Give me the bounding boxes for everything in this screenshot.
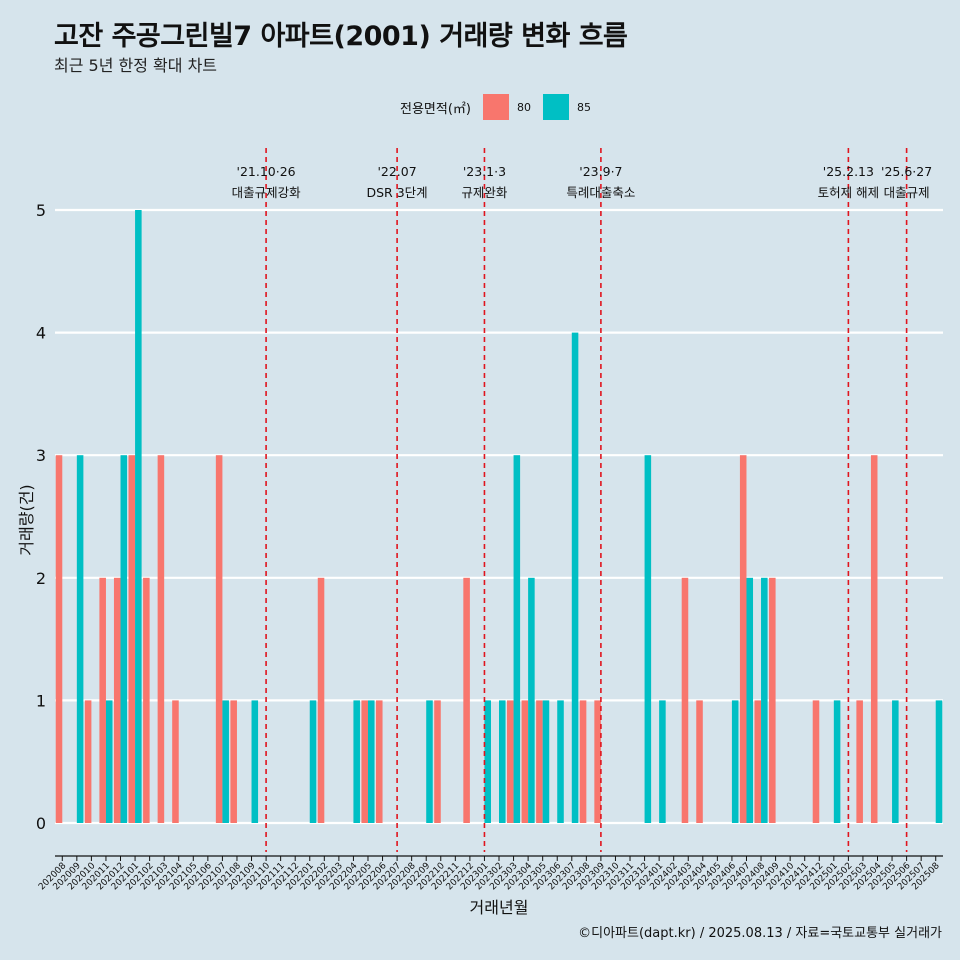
bar-85-202305 [542, 700, 550, 823]
chart-title: 고잔 주공그린빌7 아파트(2001) 거래량 변화 흐름 [54, 21, 628, 52]
event-date: '22.07 [377, 164, 416, 179]
event-date: '25.2.13 [823, 164, 874, 179]
event-label: DSR 3단계 [367, 185, 428, 200]
bar-80-202103 [157, 455, 165, 823]
legend: 전용면적(㎡) 80 85 [400, 93, 591, 121]
bar-80-202408 [754, 700, 762, 823]
bar-85-202312 [644, 455, 652, 823]
bar-80-202409 [769, 577, 776, 823]
event-label: 대출규제 [884, 185, 930, 200]
bar-85-202109 [251, 700, 259, 823]
bar-85-202407 [746, 577, 754, 823]
x-axis-title: 거래년월 [470, 898, 529, 917]
bar-85-202401 [659, 700, 666, 823]
legend-key-85 [542, 94, 569, 120]
bar-80-202210 [434, 700, 441, 823]
bar-85-202205 [367, 700, 375, 823]
event-label: 토허제 해제 [818, 185, 879, 200]
bar-80-202303 [507, 700, 514, 823]
bar-80-202407 [739, 455, 747, 823]
event-label: 규제완화 [461, 185, 508, 200]
bar-80-202503 [856, 700, 863, 823]
bar-80-202205 [361, 700, 368, 823]
source-caption: ©디아파트(dapt.kr) / 2025.08.13 / 자료=국토교통부 실… [578, 926, 942, 941]
chart-subtitle: 최근 5년 한정 확대 차트 [54, 56, 218, 75]
bar-80-202008 [55, 455, 63, 823]
bar-80-202107 [215, 455, 223, 823]
bar-80-202102 [143, 577, 150, 823]
bar-80-202404 [696, 700, 703, 823]
bar-85-202009 [76, 455, 84, 823]
event-label: 대출규제강화 [232, 185, 302, 200]
bar-85-202201 [309, 700, 317, 823]
bar-80-202101 [128, 455, 136, 823]
event-date: '21.10·26 [237, 164, 296, 179]
bar-80-202206 [375, 700, 383, 823]
bar-85-202406 [731, 700, 739, 823]
bar-80-202504 [870, 455, 878, 823]
bar-85-202012 [120, 455, 128, 823]
bar-80-202202 [317, 577, 325, 823]
bar-80-202403 [681, 577, 689, 823]
bar-80-202305 [536, 700, 543, 823]
bar-85-202107 [222, 700, 229, 823]
bar-85-202501 [833, 700, 841, 823]
bar-85-202307 [571, 332, 579, 823]
bar-85-202408 [761, 577, 768, 823]
legend-key-80 [482, 94, 509, 120]
y-tick-label: 5 [36, 201, 46, 220]
bar-85-202302 [499, 700, 506, 823]
bar-80-202304 [521, 700, 529, 823]
bar-80-202104 [172, 700, 179, 823]
bar-80-202309 [594, 700, 601, 823]
bar-85-202301 [484, 700, 491, 823]
bar-85-202303 [513, 455, 521, 823]
bar-85-202505 [892, 700, 899, 823]
y-axis-title: 거래량(건) [17, 484, 36, 555]
bar-80-202012 [113, 577, 121, 823]
bar-85-202508 [935, 700, 943, 823]
bar-80-202308 [579, 700, 587, 823]
bar-80-202108 [230, 700, 237, 823]
bar-85-202304 [528, 577, 535, 823]
legend-label-80: 80 [516, 100, 531, 114]
y-tick-label: 0 [36, 814, 46, 833]
event-date: '23.1·3 [463, 164, 506, 179]
y-tick-label: 3 [36, 446, 46, 465]
event-date: '25.6·27 [881, 164, 932, 179]
bar-85-202204 [353, 700, 360, 823]
y-tick-label: 4 [36, 324, 46, 343]
legend-title: 전용면적(㎡) [400, 101, 471, 117]
y-tick-label: 2 [36, 569, 46, 588]
bar-80-202212 [463, 577, 470, 823]
bar-85-202011 [105, 700, 113, 823]
y-tick-label: 1 [36, 691, 46, 710]
bar-80-202010 [84, 700, 92, 823]
event-label: 특례대출축소 [566, 185, 635, 200]
bar-80-202011 [99, 577, 106, 823]
bar-80-202412 [812, 700, 820, 823]
legend-label-85: 85 [576, 100, 591, 114]
bar-85-202306 [557, 700, 564, 823]
bar-85-202101 [135, 210, 142, 823]
event-date: '23.9·7 [579, 164, 622, 179]
bar-85-202209 [426, 700, 433, 823]
